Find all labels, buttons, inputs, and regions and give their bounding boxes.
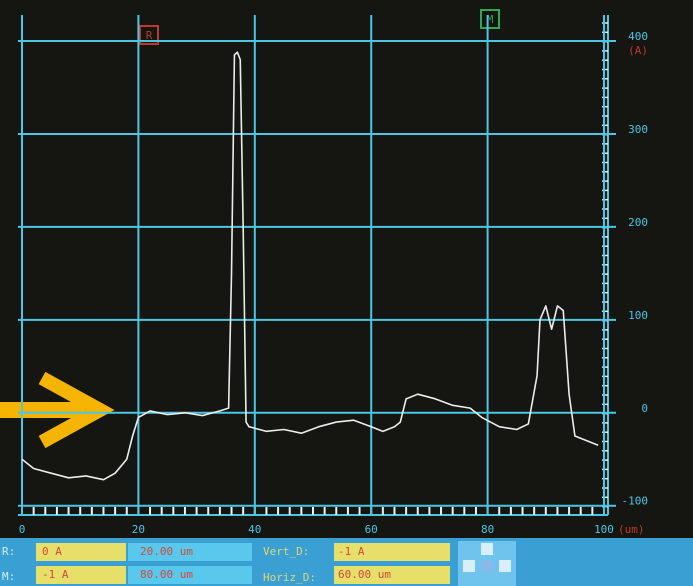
cursor-r-label: R: [146, 29, 153, 42]
nav-left[interactable]: [463, 560, 475, 572]
x-tick-label: 40: [248, 523, 261, 536]
row-label: R:: [2, 545, 15, 558]
x-unit: (um): [618, 523, 645, 536]
field-value: 20.00 um: [140, 545, 193, 558]
x-tick-label: 80: [481, 523, 494, 536]
trace: [21, 51, 599, 481]
nav-center[interactable]: [481, 560, 493, 572]
field-value: 60.00 um: [338, 568, 391, 581]
arrow-head: [38, 371, 115, 449]
field-value: -1 A: [338, 545, 365, 558]
nav-up[interactable]: [481, 543, 493, 555]
x-tick-label: 20: [132, 523, 145, 536]
y-tick-label: -100: [622, 495, 649, 508]
y-tick-label: 400: [628, 30, 648, 43]
field-label: Horiz_D:: [263, 571, 316, 584]
y-tick-label: 300: [628, 123, 648, 136]
field-box: [334, 566, 450, 584]
field-value: 80.00 um: [140, 568, 193, 581]
field-label: Vert_D:: [263, 545, 309, 558]
y-unit: (A): [628, 44, 648, 57]
field-value: 0 A: [42, 545, 62, 558]
arrow-shaft: [0, 402, 85, 418]
field-box: [36, 566, 126, 584]
nav-right[interactable]: [499, 560, 511, 572]
cursor-m-label: M: [487, 13, 494, 26]
y-tick-label: 200: [628, 216, 648, 229]
field-box: [36, 543, 126, 561]
x-tick-label: 100: [594, 523, 614, 536]
x-tick-label: 60: [365, 523, 378, 536]
field-box: [128, 543, 252, 561]
cursor-r-box: [139, 25, 159, 45]
field-box: [334, 543, 450, 561]
cursor-m-box: [480, 9, 500, 29]
field-value: -1 A: [42, 568, 69, 581]
nav-buttons[interactable]: [458, 541, 516, 586]
x-tick-label: 0: [19, 523, 26, 536]
y-tick-label: 100: [628, 309, 648, 322]
y-tick-label: 0: [641, 402, 648, 415]
field-box: [128, 566, 252, 584]
row-label: M:: [2, 570, 15, 583]
